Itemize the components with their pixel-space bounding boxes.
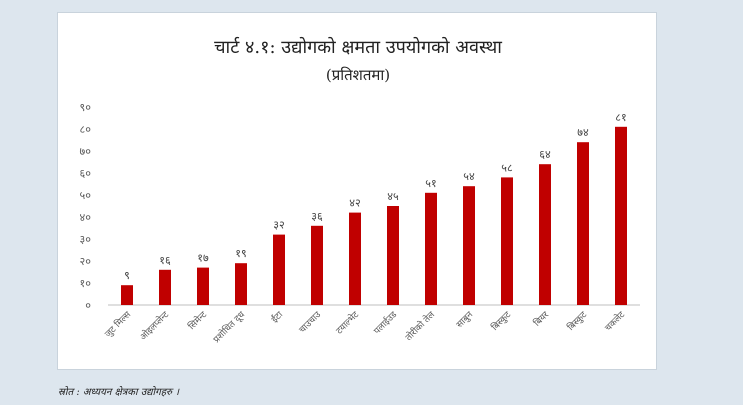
chart-subtitle: (प्रतिशतमा) (326, 66, 390, 84)
data-labels-group: ९ १६ १७ १९ ३२ ३६ ४२ ४५ ५१ ५४ ५८ ६४ ७४ ८१ (124, 111, 627, 282)
y-tick-label: ८० (80, 123, 92, 136)
data-label: ३२ (273, 219, 284, 232)
y-tick-label: ० (85, 299, 91, 312)
data-label: ३६ (311, 210, 323, 223)
source-note: स्रोत : अध्ययन क्षेत्रका उद्योगहरु । (58, 387, 180, 398)
data-label: ६४ (539, 148, 551, 161)
bar (463, 186, 475, 305)
bars-group (121, 126, 627, 305)
bar (121, 285, 133, 305)
category-label: ईंटा (269, 308, 286, 325)
bar-chart: चार्ट ४.१: उद्योगको क्षमता उपयोगको अवस्थ… (80, 36, 640, 345)
y-tick-label: ६० (80, 167, 92, 180)
data-label: १६ (159, 254, 171, 267)
bar (615, 126, 627, 305)
bar (501, 177, 513, 305)
category-labels-group: जुट मिल्स ओइलप्लेन्ट सिमेन्ट प्रशोधित दूध ईं… (102, 308, 627, 345)
category-label: चकलेट (602, 308, 627, 333)
data-label: ४५ (387, 190, 399, 203)
bar (159, 269, 171, 305)
bar (273, 234, 285, 305)
y-tick-label: २० (80, 255, 92, 268)
category-label: सिमेन्ट (186, 308, 210, 332)
y-tick-label: ७० (80, 145, 92, 158)
category-label: ओइलप्लेन्ट (137, 308, 171, 342)
y-tick-label: १० (80, 277, 92, 290)
bar (425, 192, 437, 305)
category-label: बिस्कुट (489, 308, 514, 333)
bar (235, 263, 247, 305)
data-label: ७४ (577, 126, 589, 139)
y-tick-label: ९० (80, 101, 92, 114)
category-label: टयाल्भेट (333, 308, 361, 336)
category-label: बिस्कुट (565, 308, 590, 333)
data-label: ९ (124, 269, 130, 282)
bar (577, 142, 589, 305)
data-label: १९ (235, 247, 246, 260)
category-label: बियर (531, 308, 551, 328)
bar (349, 212, 361, 305)
bar (197, 267, 209, 305)
data-label: १७ (197, 252, 209, 265)
chart-title: चार्ट ४.१: उद्योगको क्षमता उपयोगको अवस्थ… (214, 36, 502, 58)
data-label: ५१ (425, 177, 436, 190)
category-label: पलाईउड (371, 309, 399, 337)
category-label: प्रशोधित दूध (211, 308, 248, 345)
y-axis-ticks: ० १० २० ३० ४० ५० ६० ७० ८० ९० (80, 101, 92, 312)
y-tick-label: ५० (80, 189, 92, 202)
bar (311, 225, 323, 305)
data-label: ५४ (463, 170, 475, 183)
data-label: ८१ (615, 111, 626, 124)
category-label: चाउचाउ (298, 309, 324, 335)
bar (387, 206, 399, 305)
data-label: ४२ (349, 197, 360, 210)
bar (539, 164, 551, 305)
category-label: तोरीको तेल (403, 308, 438, 343)
category-label: जुट मिल्स (102, 308, 134, 340)
y-tick-label: ४० (80, 211, 92, 224)
y-tick-label: ३० (80, 233, 92, 246)
category-label: साबुन (455, 309, 476, 330)
chart-card: चार्ट ४.१: उद्योगको क्षमता उपयोगको अवस्थ… (57, 12, 657, 370)
data-label: ५८ (501, 161, 513, 174)
